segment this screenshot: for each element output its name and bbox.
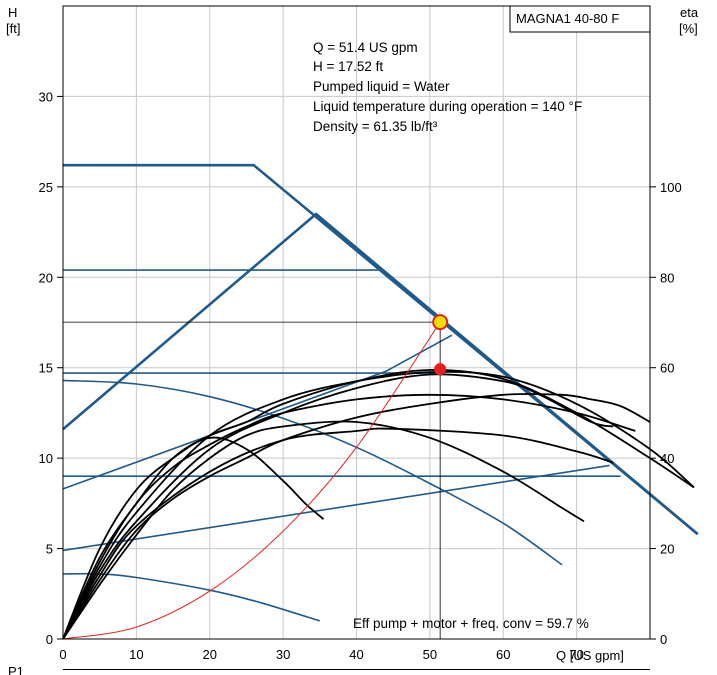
pump-curve	[62, 464, 610, 552]
x-tick-label: 70	[569, 647, 583, 662]
y-tick-label-right: 80	[660, 270, 674, 285]
y-tick-label-left: 30	[39, 89, 53, 104]
x-tick-label: 50	[423, 647, 437, 662]
curves-layer	[62, 163, 699, 640]
y-tick-label-left: 0	[46, 632, 53, 647]
y-tick-label-right: 40	[660, 451, 674, 466]
y-tick-label-left: 20	[39, 270, 53, 285]
y-tick-label-left: 15	[39, 361, 53, 376]
x-axis-label: Q [US gpm]	[556, 648, 624, 663]
y-tick-label-right: 0	[660, 632, 667, 647]
axis-tick-labels: 0 10 20 30 40 50 60 70 0 5 10 15 20 25 30 0 20 40 60 80 100	[39, 89, 682, 662]
pump-title-box	[509, 5, 651, 33]
pump-curve	[62, 334, 453, 490]
plot-frame	[62, 5, 651, 640]
efficiency-curve	[62, 436, 325, 640]
y-tick-label-right: 20	[660, 542, 674, 557]
next-panel-label: P1	[8, 664, 24, 675]
efficiency-point-marker	[434, 363, 447, 376]
info-line-flow: Q = 51.4 US gpm	[313, 40, 418, 55]
pump-title: MAGNA1 40-80 F	[516, 11, 619, 26]
efficiency-curve	[62, 427, 614, 640]
info-line-density: Density = 61.35 lb/ft³	[313, 119, 438, 134]
efficiency-curve	[62, 373, 614, 640]
x-tick-label: 40	[349, 647, 363, 662]
x-tick-label: 60	[496, 647, 510, 662]
x-tick-label: 20	[203, 647, 217, 662]
y-tick-label-right: 100	[660, 180, 682, 195]
info-line-liquid: Pumped liquid = Water	[313, 79, 450, 94]
y-tick-label-left: 25	[39, 180, 53, 195]
efficiency-curve	[62, 393, 636, 640]
y-tick-label-left: 10	[39, 451, 53, 466]
x-tick-label: 10	[129, 647, 143, 662]
efficiency-curve	[62, 370, 695, 640]
y-axis-right-label-line1: eta	[680, 5, 699, 20]
efficiency-curve	[62, 420, 585, 640]
system-curve	[62, 321, 441, 640]
y-tick-label-left: 5	[46, 542, 53, 557]
y-tick-label-right: 60	[660, 361, 674, 376]
y-axis-right-label-line2: [%]	[679, 21, 698, 36]
efficiency-note: Eff pump + motor + freq. conv = 59.7 %	[353, 616, 589, 631]
pump-curve	[62, 379, 563, 566]
efficiency-curve	[62, 393, 651, 640]
x-tick-label: 30	[276, 647, 290, 662]
y-axis-left-label-line2: [ft]	[6, 21, 20, 36]
next-panel-stub: P1	[8, 664, 650, 675]
pump-curve	[62, 212, 699, 536]
efficiency-curve	[62, 369, 695, 640]
y-axis-left-label-line1: H	[8, 5, 17, 20]
x-tick-label: 0	[59, 647, 66, 662]
info-line-temperature: Liquid temperature during operation = 14…	[313, 99, 582, 114]
info-line-head: H = 17.52 ft	[313, 59, 383, 74]
duty-point-marker	[432, 314, 449, 331]
